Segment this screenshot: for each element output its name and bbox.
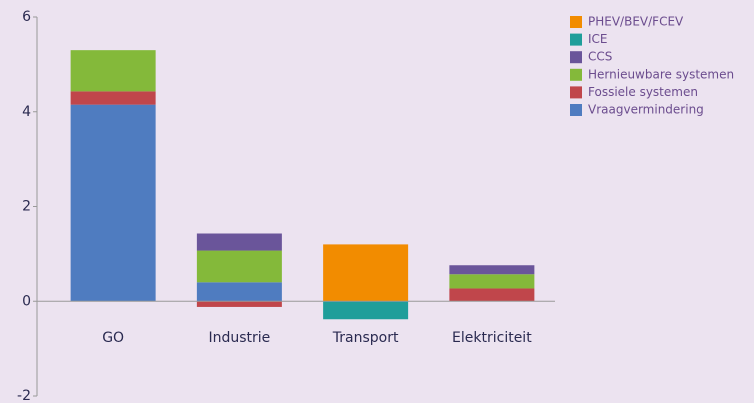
legend-swatch [570, 51, 582, 64]
y-tick-label: -2 [17, 388, 31, 403]
legend-swatch [570, 16, 582, 28]
legend-label: Vraagvermindering [588, 103, 704, 117]
legend-swatch [570, 68, 582, 81]
bar-segment [70, 104, 156, 302]
bar-segment [323, 301, 409, 320]
legend-swatch [570, 104, 582, 116]
legend-label: Fossiele systemen [588, 85, 698, 99]
x-tick-label: Transport [332, 330, 399, 346]
legend-label: PHEV/BEV/FCEV [588, 15, 684, 29]
bar-segment [70, 91, 156, 105]
legend-label: ICE [588, 32, 608, 46]
bar-segment [323, 244, 409, 302]
bar-segment [449, 274, 535, 289]
bar-segment [70, 50, 156, 92]
x-tick-label: GO [102, 330, 124, 346]
legend-swatch [570, 33, 582, 46]
legend-label: Hernieuwbare systemen [588, 67, 734, 81]
bar-segment [196, 282, 282, 302]
legend-label: CCS [588, 50, 612, 64]
x-tick-label: Elektriciteit [452, 330, 532, 346]
y-tick-label: 0 [22, 293, 31, 309]
bar-segment [449, 288, 535, 302]
y-tick-label: 6 [22, 9, 31, 25]
legend-swatch [570, 86, 582, 99]
y-tick-label: 4 [22, 104, 31, 120]
bar-segment [196, 250, 282, 283]
bar-segment [449, 265, 535, 275]
bar-segment [196, 233, 282, 251]
bar-segment [196, 301, 282, 307]
x-tick-label: Industrie [208, 330, 270, 346]
y-tick-label: 2 [22, 199, 31, 215]
